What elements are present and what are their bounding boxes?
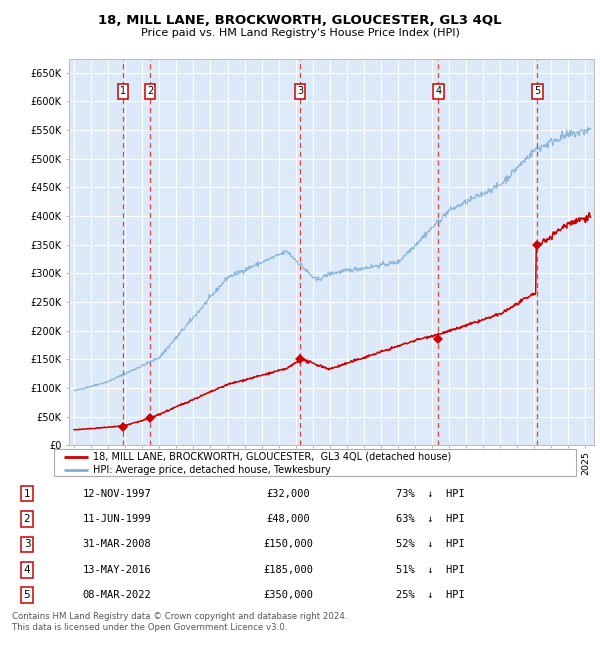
Text: 1: 1 <box>23 489 31 499</box>
Text: 4: 4 <box>23 565 31 575</box>
Text: 1: 1 <box>120 86 126 96</box>
Text: Contains HM Land Registry data © Crown copyright and database right 2024.: Contains HM Land Registry data © Crown c… <box>12 612 347 621</box>
Text: 12-NOV-1997: 12-NOV-1997 <box>83 489 151 499</box>
Text: HPI: Average price, detached house, Tewkesbury: HPI: Average price, detached house, Tewk… <box>93 465 331 475</box>
Text: £48,000: £48,000 <box>266 514 310 524</box>
Text: 51%  ↓  HPI: 51% ↓ HPI <box>396 565 465 575</box>
Text: £32,000: £32,000 <box>266 489 310 499</box>
FancyBboxPatch shape <box>54 449 576 476</box>
Text: £185,000: £185,000 <box>263 565 313 575</box>
Text: This data is licensed under the Open Government Licence v3.0.: This data is licensed under the Open Gov… <box>12 623 287 632</box>
Text: £350,000: £350,000 <box>263 590 313 600</box>
Text: 11-JUN-1999: 11-JUN-1999 <box>83 514 151 524</box>
Text: £150,000: £150,000 <box>263 540 313 549</box>
Text: 4: 4 <box>436 86 442 96</box>
Text: 73%  ↓  HPI: 73% ↓ HPI <box>396 489 465 499</box>
Text: 2: 2 <box>147 86 153 96</box>
Text: 18, MILL LANE, BROCKWORTH, GLOUCESTER,  GL3 4QL (detached house): 18, MILL LANE, BROCKWORTH, GLOUCESTER, G… <box>93 452 451 461</box>
Text: 52%  ↓  HPI: 52% ↓ HPI <box>396 540 465 549</box>
Text: 25%  ↓  HPI: 25% ↓ HPI <box>396 590 465 600</box>
Text: 3: 3 <box>23 540 31 549</box>
Text: Price paid vs. HM Land Registry's House Price Index (HPI): Price paid vs. HM Land Registry's House … <box>140 28 460 38</box>
Text: 13-MAY-2016: 13-MAY-2016 <box>83 565 151 575</box>
Text: 5: 5 <box>23 590 31 600</box>
Text: 5: 5 <box>534 86 541 96</box>
Text: 63%  ↓  HPI: 63% ↓ HPI <box>396 514 465 524</box>
Text: 2: 2 <box>23 514 31 524</box>
Text: 31-MAR-2008: 31-MAR-2008 <box>83 540 151 549</box>
Text: 08-MAR-2022: 08-MAR-2022 <box>83 590 151 600</box>
Text: 18, MILL LANE, BROCKWORTH, GLOUCESTER, GL3 4QL: 18, MILL LANE, BROCKWORTH, GLOUCESTER, G… <box>98 14 502 27</box>
Text: 3: 3 <box>297 86 303 96</box>
